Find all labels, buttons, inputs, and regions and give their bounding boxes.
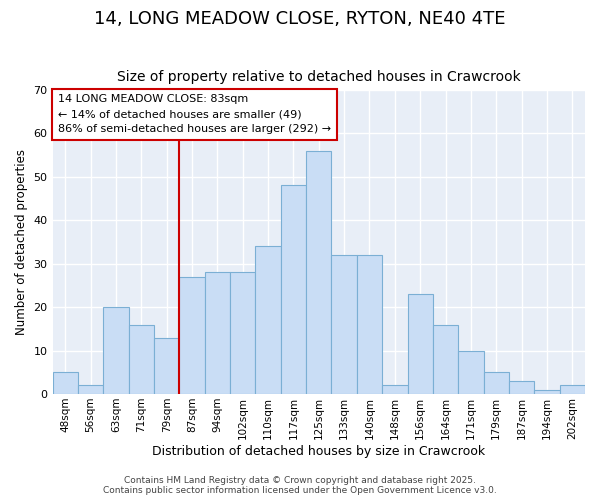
Bar (103, 307, 128, 394)
Bar (306, 150, 331, 394)
Bar (230, 272, 256, 394)
Bar (154, 338, 179, 394)
Bar (433, 324, 458, 394)
Text: 14, LONG MEADOW CLOSE, RYTON, NE40 4TE: 14, LONG MEADOW CLOSE, RYTON, NE40 4TE (94, 10, 506, 28)
Bar (357, 255, 382, 394)
Bar (458, 350, 484, 394)
Bar (53, 372, 78, 394)
Bar (382, 386, 407, 394)
Bar (534, 390, 560, 394)
Text: Contains public sector information licensed under the Open Government Licence v3: Contains public sector information licen… (103, 486, 497, 495)
Bar (256, 246, 281, 394)
Bar (179, 276, 205, 394)
X-axis label: Distribution of detached houses by size in Crawcrook: Distribution of detached houses by size … (152, 444, 485, 458)
Bar (331, 255, 357, 394)
Bar (78, 386, 103, 394)
Bar (128, 324, 154, 394)
Bar (407, 294, 433, 394)
Bar (484, 372, 509, 394)
Bar (281, 186, 306, 394)
Text: Contains HM Land Registry data © Crown copyright and database right 2025.: Contains HM Land Registry data © Crown c… (124, 476, 476, 485)
Bar (509, 381, 534, 394)
Y-axis label: Number of detached properties: Number of detached properties (15, 149, 28, 335)
Title: Size of property relative to detached houses in Crawcrook: Size of property relative to detached ho… (117, 70, 521, 85)
Bar (205, 272, 230, 394)
Text: 14 LONG MEADOW CLOSE: 83sqm
← 14% of detached houses are smaller (49)
86% of sem: 14 LONG MEADOW CLOSE: 83sqm ← 14% of det… (58, 94, 331, 134)
Bar (560, 386, 585, 394)
